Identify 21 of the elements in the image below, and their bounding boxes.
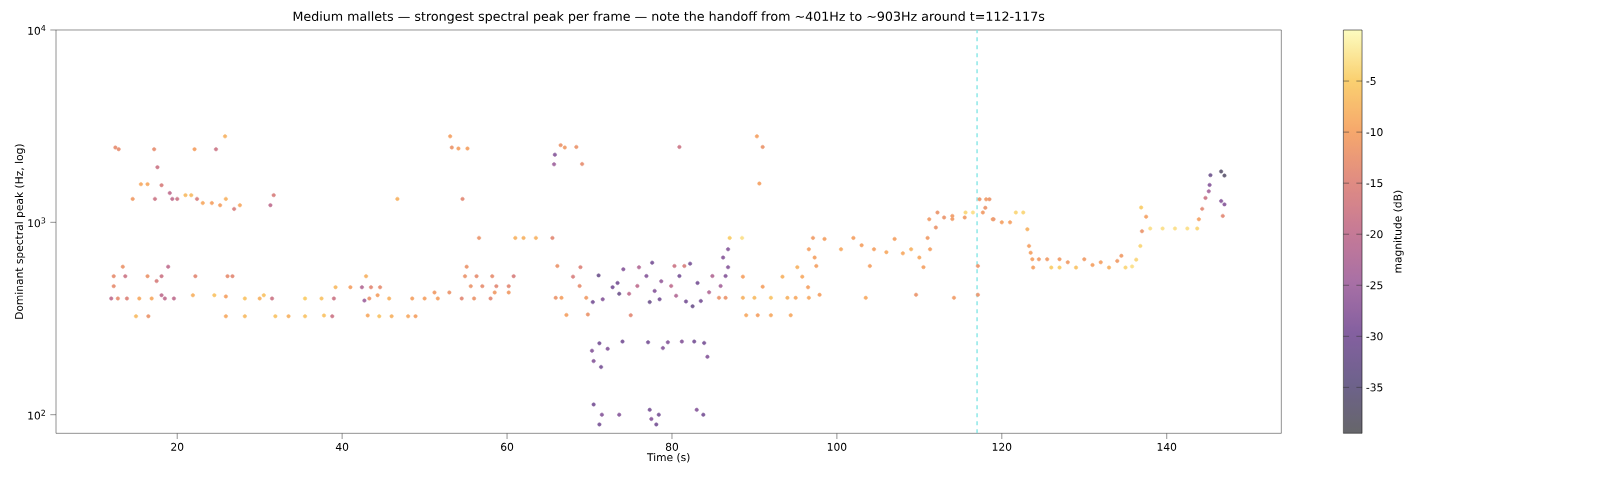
color-bar-label: -10 — [1366, 128, 1383, 137]
color-bar-title: magnitude (dB) — [1393, 190, 1404, 273]
y-axis-title: Dominant spectral peak (Hz, log) — [14, 144, 26, 319]
color-bar-label: -20 — [1366, 230, 1383, 239]
x-tick-label: 60 — [501, 442, 514, 451]
color-bar-label: -30 — [1366, 332, 1383, 341]
x-tick-label: 80 — [665, 442, 679, 451]
x-tick-label: 100 — [827, 442, 847, 451]
y-tick-label: 10$^{4}$ — [28, 25, 46, 35]
color-bar-label: -35 — [1366, 383, 1383, 392]
chart-title: Medium mallets — strongest spectral peak per frame — note the handoff from ~401Hz to ~903Hz around t=112-117s — [293, 11, 1045, 24]
y-tick-label: 10$^{3}$ — [28, 217, 46, 228]
x-tick-label: 40 — [335, 442, 349, 451]
color-bar-label: -15 — [1366, 179, 1383, 188]
color-bar-label: -25 — [1366, 281, 1383, 290]
color-bar-label: -5 — [1366, 77, 1376, 86]
x-tick-label: 20 — [171, 442, 184, 451]
x-tick-label: 120 — [992, 442, 1012, 451]
y-tick-label: 10$^{2}$ — [28, 409, 46, 420]
x-tick-label: 140 — [1157, 442, 1177, 451]
x-axis-title: Time (s) — [646, 452, 690, 463]
